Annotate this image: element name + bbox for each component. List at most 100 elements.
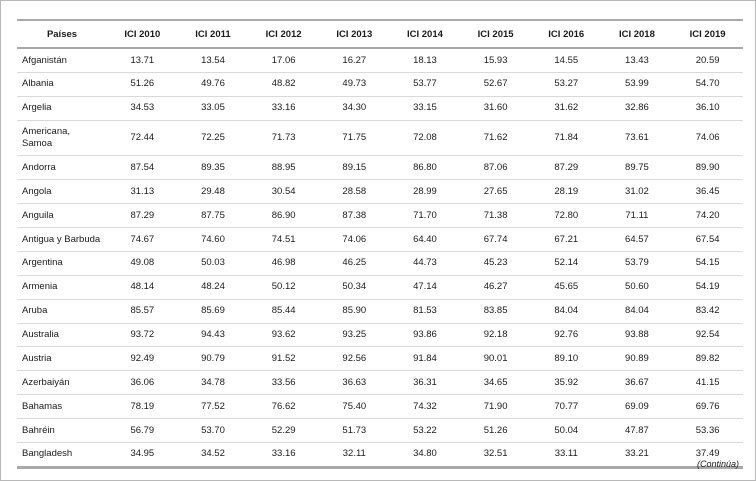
- table-row: Australia 93.72 94.43 93.62 93.25 93.86 92.18 9…: [17, 323, 743, 348]
- country-name-cell: Aruba: [17, 299, 107, 324]
- value-cell: 54.70: [672, 72, 743, 97]
- table-row: Argentina 49.08 50.03 46.98 46.25 44.73 45.23 5…: [17, 251, 743, 276]
- column-header-year: ICI 2019: [672, 20, 743, 49]
- value-cell: 48.82: [248, 72, 319, 97]
- value-cell: 83.42: [672, 299, 743, 324]
- value-cell: 35.92: [530, 370, 602, 396]
- column-header-year: ICI 2016: [530, 20, 602, 49]
- value-cell: 73.61: [601, 120, 673, 157]
- value-cell: 71.84: [530, 120, 602, 157]
- value-cell: 93.62: [248, 323, 319, 348]
- value-cell: 14.55: [530, 48, 602, 73]
- value-cell: 54.15: [672, 251, 743, 276]
- value-cell: 90.79: [177, 346, 249, 372]
- value-cell: 93.86: [389, 323, 461, 348]
- value-cell: 49.08: [107, 251, 178, 276]
- value-cell: 41.15: [672, 370, 743, 396]
- value-cell: 37.49: [695, 448, 720, 460]
- table-row: Antigua y Barbuda 74.67 74.60 74.51 74.06 64.…: [17, 227, 743, 252]
- value-cell: 86.80: [389, 155, 461, 181]
- table-row: Aruba 85.57 85.69 85.44 85.90 81.53 83.85 84.04…: [17, 299, 743, 324]
- table-row: Azerbaiyán 36.06 34.78 33.56 36.63 36.31 34.65…: [17, 370, 743, 396]
- value-cell: 28.58: [318, 179, 390, 205]
- table-header: Países ICI 2010 ICI 2011 ICI 2012 ICI 2013 IC…: [17, 20, 743, 49]
- table-row: Albania 51.26 49.76 48.82 49.73 53.77 52.67 53.…: [17, 72, 743, 97]
- value-cell: 33.16: [248, 96, 319, 121]
- value-cell: 47.14: [389, 275, 461, 300]
- value-cell: 90.01: [460, 346, 531, 372]
- value-cell: 71.11: [601, 203, 673, 228]
- value-cell: 45.23: [460, 251, 531, 276]
- column-header-year: ICI 2011: [177, 20, 249, 49]
- value-cell: 48.24: [177, 275, 249, 300]
- value-cell: 33.21: [625, 448, 649, 460]
- value-cell: 85.44: [248, 299, 319, 324]
- table-row: Bangladesh 34.95 34.52 33.16 32.11 34.80 32.51…: [17, 442, 743, 467]
- value-cell: 33.15: [389, 96, 461, 121]
- value-cell: 46.25: [318, 251, 390, 276]
- value-cell: 47.87: [601, 418, 673, 443]
- value-cell: 36.63: [318, 370, 390, 396]
- country-name-cell: Andorra: [17, 155, 107, 181]
- value-cell: 51.26: [107, 72, 178, 97]
- column-header-year: ICI 2018: [601, 20, 673, 49]
- country-name-cell: Albania: [17, 72, 107, 97]
- value-cell: 89.15: [318, 155, 390, 181]
- value-cell: 34.80: [413, 448, 437, 460]
- value-cell: 69.76: [672, 394, 743, 419]
- value-cell: 89.90: [672, 155, 743, 181]
- value-cell: 31.02: [601, 179, 673, 205]
- value-cell: 32.11: [342, 448, 366, 460]
- value-cell: 74.67: [107, 227, 178, 252]
- value-cell: 16.27: [318, 48, 390, 73]
- value-cell: 54.19: [672, 275, 743, 300]
- value-cell: 50.12: [248, 275, 319, 300]
- value-cell: 56.79: [107, 418, 178, 443]
- value-cell: 13.71: [107, 48, 178, 73]
- value-cell: 83.85: [460, 299, 531, 324]
- value-cell: 52.67: [460, 72, 531, 97]
- value-cell: 53.27: [530, 72, 602, 97]
- value-cell: 69.09: [601, 394, 673, 419]
- value-cell: 71.38: [460, 203, 531, 228]
- value-cell: 20.59: [672, 48, 743, 73]
- value-cell: 32.51: [483, 448, 508, 460]
- value-cell: 77.52: [177, 394, 249, 419]
- value-cell: 49.76: [177, 72, 249, 97]
- value-cell: 36.31: [389, 370, 461, 396]
- value-cell: 48.14: [107, 275, 178, 300]
- value-cell: 33.05: [177, 96, 249, 121]
- value-cell: 36.67: [601, 370, 673, 396]
- value-cell: 53.70: [177, 418, 249, 443]
- value-cell: 87.75: [177, 203, 249, 228]
- value-cell: 93.88: [601, 323, 673, 348]
- value-cell: 71.70: [389, 203, 461, 228]
- value-cell: 85.57: [107, 299, 178, 324]
- value-cell: 91.52: [248, 346, 319, 372]
- value-cell: 31.60: [460, 96, 531, 121]
- value-cell: 49.73: [318, 72, 390, 97]
- value-cell: 72.80: [530, 203, 602, 228]
- value-cell: 89.35: [177, 155, 249, 181]
- table-row: Bahamas 78.19 77.52 76.62 75.40 74.32 71.90 70.…: [17, 394, 743, 419]
- value-cell: 36.10: [672, 96, 743, 121]
- value-cell: 13.54: [177, 48, 249, 73]
- value-cell: 87.29: [107, 203, 178, 228]
- value-cell: 85.90: [318, 299, 390, 324]
- value-cell: 52.14: [530, 251, 602, 276]
- value-cell: 34.65: [460, 370, 531, 396]
- value-cell: 30.54: [248, 179, 319, 205]
- value-cell: 90.89: [601, 346, 673, 372]
- value-cell: 93.72: [107, 323, 178, 348]
- country-name-cell: Azerbaiyán: [17, 370, 107, 396]
- value-cell: 88.95: [248, 155, 319, 181]
- value-cell: 50.03: [177, 251, 249, 276]
- value-cell: 86.90: [248, 203, 319, 228]
- value-cell: 84.04: [601, 299, 673, 324]
- value-cell: 92.18: [460, 323, 531, 348]
- value-cell: 64.57: [601, 227, 673, 252]
- table-row: Armenia 48.14 48.24 50.12 50.34 47.14 46.27 45.…: [17, 275, 743, 300]
- table-row: Argelia 34.53 33.05 33.16 34.30 33.15 31.60 31.…: [17, 96, 743, 121]
- value-cell: 50.04: [530, 418, 602, 443]
